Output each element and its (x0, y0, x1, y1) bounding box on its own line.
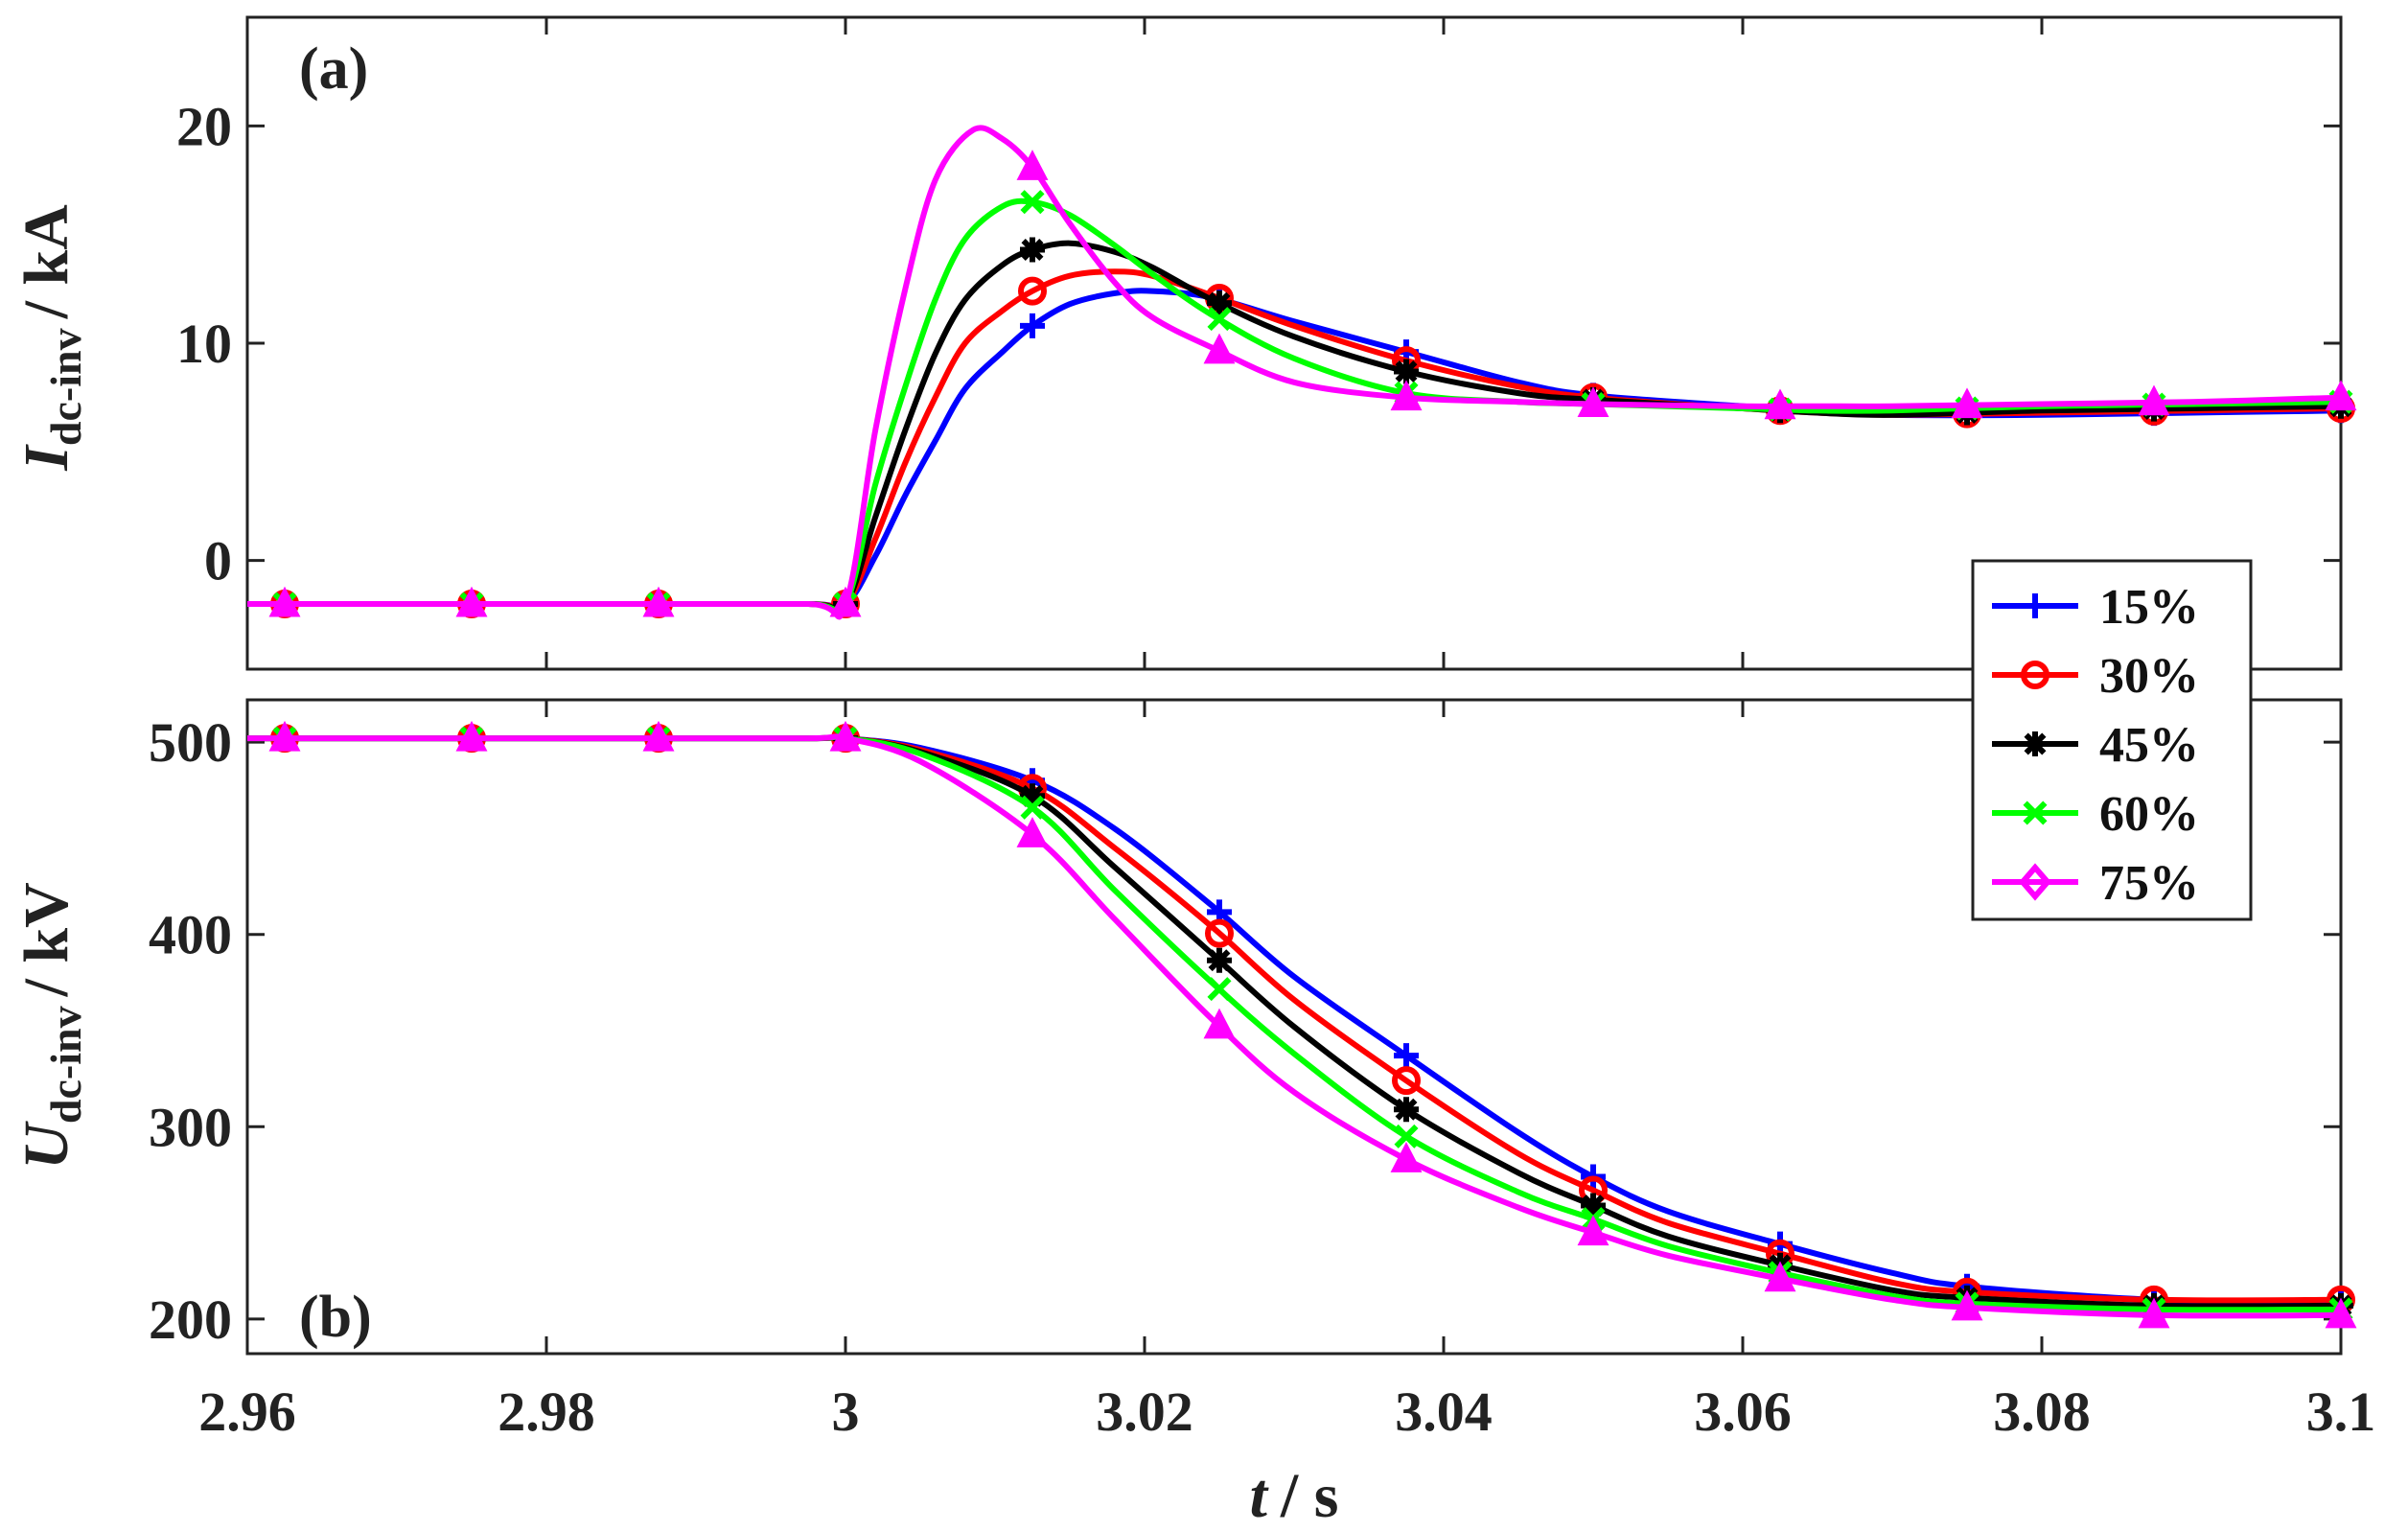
y-tick-label: 0 (204, 530, 232, 592)
series-marker (1390, 1142, 1423, 1172)
x-axis-label: t / s (1250, 1461, 1339, 1531)
series-marker (1207, 977, 1232, 1002)
legend-label: 60% (2099, 787, 2199, 842)
series-marker (1764, 1261, 1796, 1292)
panel-b-label: (b) (299, 1285, 372, 1350)
series-marker (1951, 387, 1983, 419)
panel-b-y-ticks: 200 300 400 500 (149, 711, 2341, 1351)
legend-marker (2023, 731, 2048, 756)
panel-a-y-axis-label: Idc-inv / kA (12, 204, 90, 472)
series-marker (1018, 276, 1047, 306)
x-tick-label: 3.1 (2306, 1380, 2376, 1443)
panel-a-ylabel-main: I (12, 444, 81, 472)
panel-a-y-ticks: 0 10 20 (176, 95, 2341, 592)
panel-a-label: (a) (299, 36, 368, 102)
series-marker (455, 720, 488, 752)
series-marker (1016, 817, 1049, 847)
series-marker (1951, 1289, 1983, 1321)
legend-entry: 75% (1992, 856, 2199, 911)
legend-label: 15% (2099, 580, 2199, 635)
panel-a: 0 10 20 (a) Idc-inv / kA (12, 15, 2357, 671)
series-marker (1394, 1097, 1419, 1123)
x-tick-label: 3.04 (1395, 1380, 1493, 1443)
x-tick-label: 3.02 (1096, 1380, 1193, 1443)
legend-marker (2023, 800, 2048, 825)
series-marker (1207, 307, 1232, 332)
series-marker (1394, 1043, 1419, 1069)
panel-b-series (246, 720, 2357, 1329)
series-marker (1020, 313, 1045, 338)
x-tick-label: 3.06 (1694, 1380, 1792, 1443)
series-marker (1764, 388, 1796, 420)
panel-a-x-ticks (245, 17, 2343, 669)
series-marker (1392, 1066, 1421, 1096)
series-marker (1203, 1008, 1236, 1039)
series-marker (2325, 1297, 2357, 1329)
legend-entries: 15% 30% 45% 60% 75% (1992, 580, 2199, 911)
x-tick-label: 2.98 (498, 1380, 595, 1443)
series-line (246, 733, 2342, 1319)
series-marker (1205, 918, 1234, 948)
series-marker (1581, 1193, 1606, 1218)
series-marker (2138, 384, 2170, 416)
series-marker (1577, 386, 1609, 417)
panel-b-ylabel-unit: / kV (12, 882, 81, 997)
series-marker (829, 586, 862, 617)
xlabel-main: t (1250, 1461, 1269, 1531)
y-tick-label: 200 (149, 1288, 232, 1351)
x-tick-label: 3.08 (1993, 1380, 2091, 1443)
y-tick-label: 20 (176, 95, 232, 157)
series-marker (642, 720, 675, 752)
series-marker (455, 586, 488, 617)
x-tick-label: 3 (832, 1380, 860, 1443)
series-marker (1207, 947, 1232, 973)
series-line (247, 125, 2342, 620)
y-tick-label: 300 (149, 1096, 232, 1158)
legend-entry: 30% (1992, 649, 2199, 704)
series-marker (1020, 190, 1045, 215)
legend-label: 45% (2099, 718, 2199, 773)
legend: 15% 30% 45% 60% 75% (1971, 559, 2253, 921)
series-marker (1203, 333, 1236, 364)
series-marker (1207, 290, 1232, 316)
series-marker (829, 720, 862, 752)
legend-marker (2021, 661, 2049, 689)
legend-marker (2019, 863, 2051, 901)
series-marker (1020, 795, 1045, 820)
legend-entry: 60% (1992, 787, 2199, 842)
panel-b-y-axis-label: Udc-inv / kV (12, 882, 90, 1170)
legend-box (1971, 559, 2253, 921)
legend-marker (2023, 593, 2048, 618)
series-marker (1577, 1215, 1609, 1246)
series-marker (642, 586, 675, 617)
series-marker (2325, 380, 2357, 411)
series-marker (1394, 359, 1419, 384)
panel-b-ylabel-sub: dc-inv (41, 1006, 90, 1124)
series-marker (2138, 1297, 2170, 1329)
panel-b-ylabel-main: U (12, 1121, 81, 1170)
xlabel-unit: / s (1280, 1461, 1339, 1531)
legend-entry: 45% (1992, 718, 2199, 773)
series-marker (1016, 150, 1049, 180)
series-marker (268, 586, 301, 617)
series-75pct (247, 125, 2357, 620)
panel-b-x-ticks: 2.96 2.98 3 3.02 3.04 3.06 3.08 3.1 (198, 700, 2375, 1443)
y-tick-label: 500 (149, 711, 232, 774)
y-tick-label: 400 (149, 904, 232, 966)
x-tick-label: 2.96 (198, 1380, 296, 1443)
series-marker (1020, 237, 1045, 263)
series-marker (268, 720, 301, 752)
panel-a-ylabel-sub: dc-inv (41, 328, 90, 446)
y-tick-label: 10 (176, 313, 232, 375)
panel-a-ylabel-unit: / kA (12, 204, 81, 320)
legend-label: 30% (2099, 649, 2199, 704)
series-75pct (246, 720, 2357, 1329)
legend-entry: 15% (1992, 580, 2199, 635)
series-marker (1390, 380, 1423, 411)
series-marker (1020, 783, 1045, 809)
legend-label: 75% (2099, 856, 2199, 911)
panel-a-series (247, 125, 2357, 620)
series-marker (1394, 1124, 1419, 1148)
